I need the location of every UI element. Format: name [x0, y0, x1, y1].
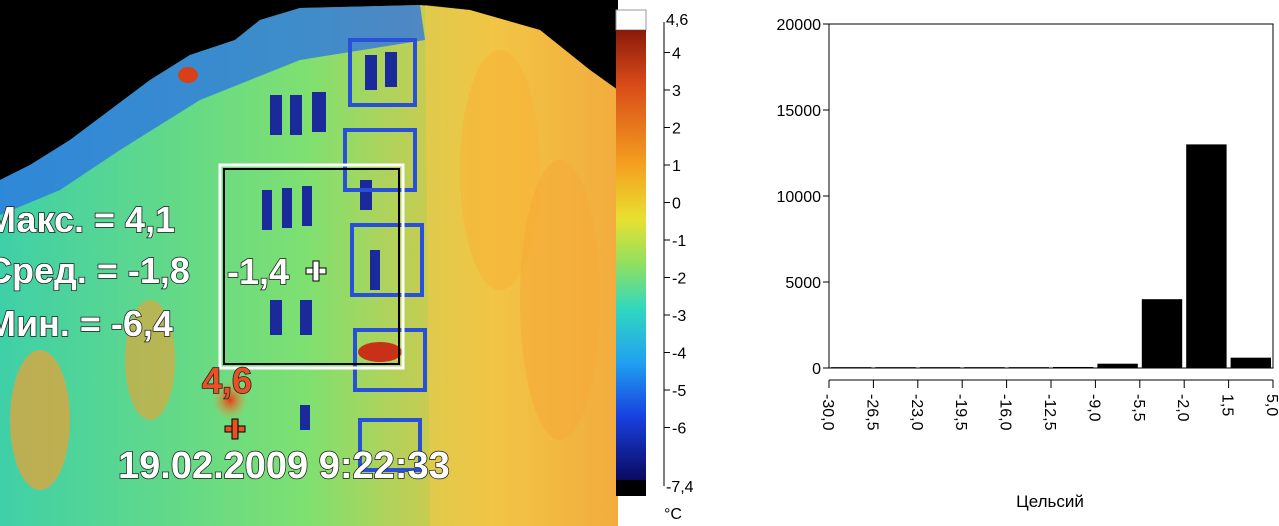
histogram-bar [919, 367, 961, 369]
color-scale: 4 3 2 1 0 -1 -2 -3 -4 -5 -6 4,6 -7,4 °C [615, 9, 694, 523]
hot-spot [178, 67, 198, 83]
thermal-image: Макс. = 4,1 Сред. = -1,8 Мин. = -6,4 -1,… [0, 0, 618, 526]
x-tick-label: -30,0 [819, 394, 836, 431]
colorbar-bottom-label: -7,4 [666, 479, 694, 496]
histogram-bar [964, 367, 1005, 369]
colorbar-tick-label: -2 [672, 271, 686, 288]
x-tick-label: 5,0 [1263, 394, 1279, 416]
histogram-bar [1230, 357, 1271, 368]
hot-crosshair-icon [224, 418, 246, 440]
histogram-bar [1053, 366, 1094, 368]
colorbar-tick-label: -4 [672, 346, 686, 363]
histogram-bar [1141, 299, 1183, 368]
colorbar-top-label: 4,6 [666, 12, 688, 29]
windows [262, 52, 397, 430]
x-tick-label: -16,0 [997, 394, 1014, 431]
colorbar-tick-label: 2 [672, 121, 681, 138]
histogram-bar [831, 367, 872, 369]
colorbar-unit: °C [664, 506, 682, 523]
histogram-bar [1008, 367, 1049, 369]
timestamp: 19.02.2009 9:22:33 [118, 445, 450, 487]
colorbar-gradient [616, 30, 646, 480]
warm-patch [10, 350, 70, 490]
warm-patch [460, 50, 540, 290]
histogram-bar [1186, 144, 1227, 368]
x-tick-label: 1,5 [1219, 394, 1236, 416]
measurement-box[interactable] [218, 163, 405, 370]
y-tick-label: 10000 [777, 189, 822, 206]
measurement-box-inner [223, 168, 400, 365]
colorbar-bottom-cap [616, 480, 646, 496]
y-tick-label: 5000 [785, 275, 821, 292]
warm-patch [520, 160, 600, 440]
warm-patch [125, 300, 175, 420]
x-tick-label: -5,5 [1130, 394, 1147, 422]
x-tick-label: -9,0 [1085, 394, 1102, 422]
hot-spot [358, 342, 402, 362]
x-tick-label: -2,0 [1174, 394, 1191, 422]
x-tick-label: -26,5 [863, 394, 880, 431]
colorbar-top-cap [615, 9, 647, 31]
spot-value: 4,6 [202, 360, 252, 401]
cursor-value: -1,4 [227, 251, 289, 292]
x-tick-label: -23,0 [908, 394, 925, 431]
colorbar-tick-label: 4 [672, 46, 681, 63]
histogram-bar [875, 367, 916, 369]
colorbar-tick-label: 0 [672, 196, 681, 213]
stat-avg: Сред. = -1,8 [0, 250, 190, 291]
colorbar-tick-label: -5 [672, 383, 686, 400]
y-tick-label: 0 [812, 361, 821, 378]
roof-cold-band [0, 5, 425, 215]
window-frames [343, 38, 427, 472]
sky-region [0, 0, 618, 180]
histogram-bar [1097, 363, 1138, 368]
colorbar-tick-label: -1 [672, 233, 686, 250]
stat-max: Макс. = 4,1 [0, 199, 175, 240]
histogram-chart: 0 5000 10000 15000 20000 -30,0 -26,5 -23,0 -19,… [777, 17, 1279, 511]
y-tick-label: 20000 [777, 17, 822, 34]
hot-spot [212, 380, 248, 420]
x-tick-label: -19,5 [952, 394, 969, 431]
x-axis-label: Цельсий [1016, 492, 1084, 511]
colorbar-tick-label: -3 [672, 308, 686, 325]
stat-min: Мин. = -6,4 [0, 303, 173, 344]
colorbar-tick-label: -6 [672, 421, 686, 438]
colorbar-tick-label: 3 [672, 83, 681, 100]
colorbar-tick-label: 1 [672, 158, 681, 175]
crosshair-icon [305, 260, 327, 282]
x-tick-label: -12,5 [1041, 394, 1058, 431]
y-tick-label: 15000 [777, 103, 822, 120]
